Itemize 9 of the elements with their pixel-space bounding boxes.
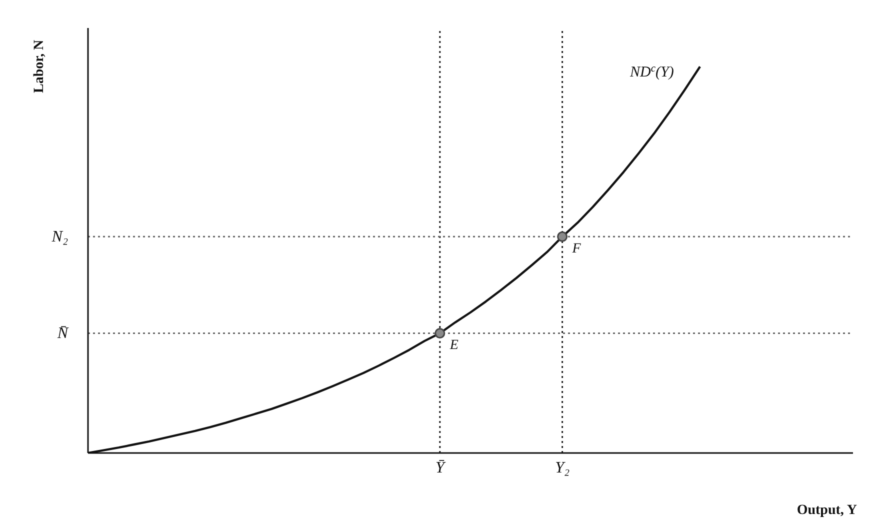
y-axis-title: Labor, N bbox=[32, 40, 47, 93]
x-tick-label: Y₂ bbox=[555, 459, 570, 476]
ref-line-label: N₂ bbox=[50, 228, 68, 246]
annotation: E bbox=[448, 338, 459, 354]
x-tick-label: Ȳ bbox=[435, 459, 446, 476]
ref-line-label: N̄ bbox=[56, 325, 70, 342]
x-axis-title: Output, Y bbox=[796, 503, 857, 519]
series-label: ND$^{c}$(Y) bbox=[629, 63, 674, 81]
annotation: F bbox=[571, 242, 582, 257]
